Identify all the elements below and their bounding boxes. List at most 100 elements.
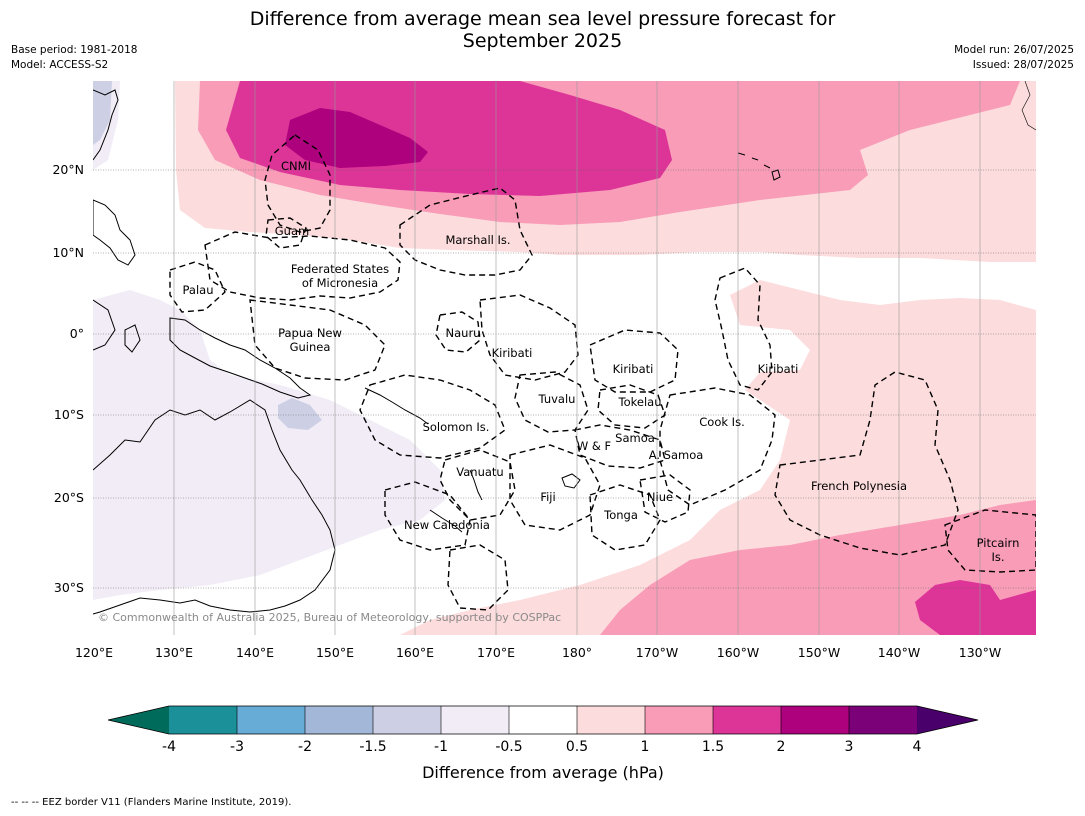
label-png-line1: Papua New	[278, 326, 342, 340]
label-png-line2: Guinea	[290, 340, 331, 354]
eez-guam	[265, 217, 307, 249]
eez-marshall	[399, 187, 533, 276]
colorbar-tick: -1.5	[359, 739, 386, 755]
eez-french-polynesia	[774, 371, 959, 556]
colorbar-bin	[577, 706, 645, 734]
lon-label: 140°W	[878, 645, 920, 660]
lon-label: 160°W	[717, 645, 759, 660]
eez-cnmi	[264, 134, 331, 233]
label-wallis-futuna: W & F	[577, 439, 611, 453]
colorbar-bin	[713, 706, 781, 734]
lat-axis-labels: 20°N 10°N 0° 10°S 20°S 30°S	[52, 162, 84, 595]
label-tonga: Tonga	[603, 508, 638, 522]
eez-kiribati-e	[714, 267, 773, 391]
eez-fsm	[204, 231, 401, 301]
colorbar-tick: -2	[298, 739, 312, 755]
eez-borders	[169, 134, 1036, 611]
chart-title: Difference from average mean sea level p…	[0, 8, 1085, 52]
eez-wf-samoa	[574, 424, 666, 469]
eez-tokelau	[597, 384, 666, 429]
label-pitcairn-line2: Is.	[991, 550, 1004, 564]
land-north-america	[1021, 81, 1036, 131]
colorbar-bin	[645, 706, 713, 734]
lon-label: 150°E	[316, 645, 354, 660]
base-period: Base period: 1981-2018	[11, 44, 138, 56]
model-name: Model: ACCESS-S2	[11, 59, 109, 71]
issued-date: Issued: 28/07/2025	[972, 59, 1074, 71]
colorbar-bin	[237, 706, 305, 734]
colorbar-bin	[509, 706, 577, 734]
anomaly-fill-sw-minus0p5	[93, 290, 445, 600]
colorbar-tick: 2	[777, 739, 786, 755]
label-vanuatu: Vanuatu	[456, 465, 503, 479]
label-tuvalu: Tuvalu	[538, 392, 576, 406]
label-palau: Palau	[183, 283, 214, 297]
model-run: Model run: 26/07/2025	[954, 44, 1074, 56]
land-new-caledonia	[429, 509, 463, 533]
lat-label: 30°S	[54, 580, 84, 595]
label-american-samoa: A. Samoa	[649, 448, 704, 462]
lon-label: 150°W	[798, 645, 840, 660]
land-new-guinea	[169, 317, 312, 399]
anomaly-fill-north-2	[285, 108, 428, 168]
land-asia-coast	[93, 89, 119, 161]
label-cook-islands: Cook Is.	[699, 415, 744, 429]
land-hawaii	[737, 152, 781, 181]
lon-label: 130°E	[155, 645, 193, 660]
eez-nauru	[435, 311, 481, 353]
label-kiribati-central: Kiribati	[613, 362, 654, 376]
colorbar-tick: 0.5	[566, 739, 588, 755]
eez-pitcairn	[944, 509, 1036, 573]
eez-kiribati-w	[479, 294, 579, 381]
colorbar-tick: 1	[641, 739, 650, 755]
lon-label: 130°W	[959, 645, 1001, 660]
anomaly-fill-west-minus1	[93, 81, 112, 145]
colorbar-tick: -4	[162, 739, 176, 755]
meta-left: Base period: 1981-2018 Model: ACCESS-S2	[11, 43, 137, 73]
colorbar-bin	[781, 706, 849, 734]
colorbar-tick: -1	[434, 739, 448, 755]
eez-niue	[639, 474, 691, 523]
lon-label: 180°	[562, 645, 592, 660]
graticule-lat	[93, 169, 1036, 589]
eez-tonga	[589, 484, 661, 551]
label-tokelau: Tokelau	[618, 395, 662, 409]
label-fsm-line2: of Micronesia	[302, 276, 378, 290]
land-vanuatu	[469, 469, 483, 501]
colorbar-tick: -3	[230, 739, 244, 755]
lat-label: 20°S	[54, 490, 84, 505]
label-solomon-islands: Solomon Is.	[423, 420, 490, 434]
label-fiji: Fiji	[540, 490, 555, 504]
lon-label: 140°E	[236, 645, 274, 660]
lat-label: 20°N	[52, 162, 84, 177]
colorbar-extend-low	[108, 706, 169, 734]
graticule	[173, 81, 981, 635]
label-guam: Guam	[275, 224, 309, 238]
colorbar-bin	[169, 706, 237, 734]
colorbar-bin	[441, 706, 509, 734]
eez-fiji	[509, 444, 601, 531]
lat-label: 10°N	[52, 245, 84, 260]
colorbar-bin	[305, 706, 373, 734]
lon-label: 170°W	[636, 645, 678, 660]
land-australia	[93, 399, 336, 615]
lon-label: 120°E	[75, 645, 113, 660]
label-samoa: Samoa	[615, 431, 655, 445]
label-french-polynesia: French Polynesia	[811, 479, 907, 493]
colorbar-dividers	[236, 706, 850, 734]
lat-label: 10°S	[54, 407, 84, 422]
colorbar-bin	[373, 706, 441, 734]
land-philippines	[93, 199, 136, 266]
lon-axis-labels: 120°E 130°E 140°E 150°E 160°E 170°E 180°…	[75, 645, 1001, 660]
land-borneo-sulawesi	[93, 299, 141, 353]
eez-footnote: -- -- -- EEZ border V11 (Flanders Marine…	[11, 797, 292, 808]
anomaly-fill-sw-minus1	[278, 398, 322, 430]
eez-new-caledonia	[384, 481, 471, 551]
lon-label: 160°E	[396, 645, 434, 660]
eez-png	[249, 299, 386, 381]
label-new-caledonia: New Caledonia	[404, 518, 490, 532]
meta-right: Model run: 26/07/2025 Issued: 28/07/2025	[954, 43, 1074, 73]
eez-nz-north	[447, 544, 509, 611]
colorbar-tick: -0.5	[495, 739, 522, 755]
